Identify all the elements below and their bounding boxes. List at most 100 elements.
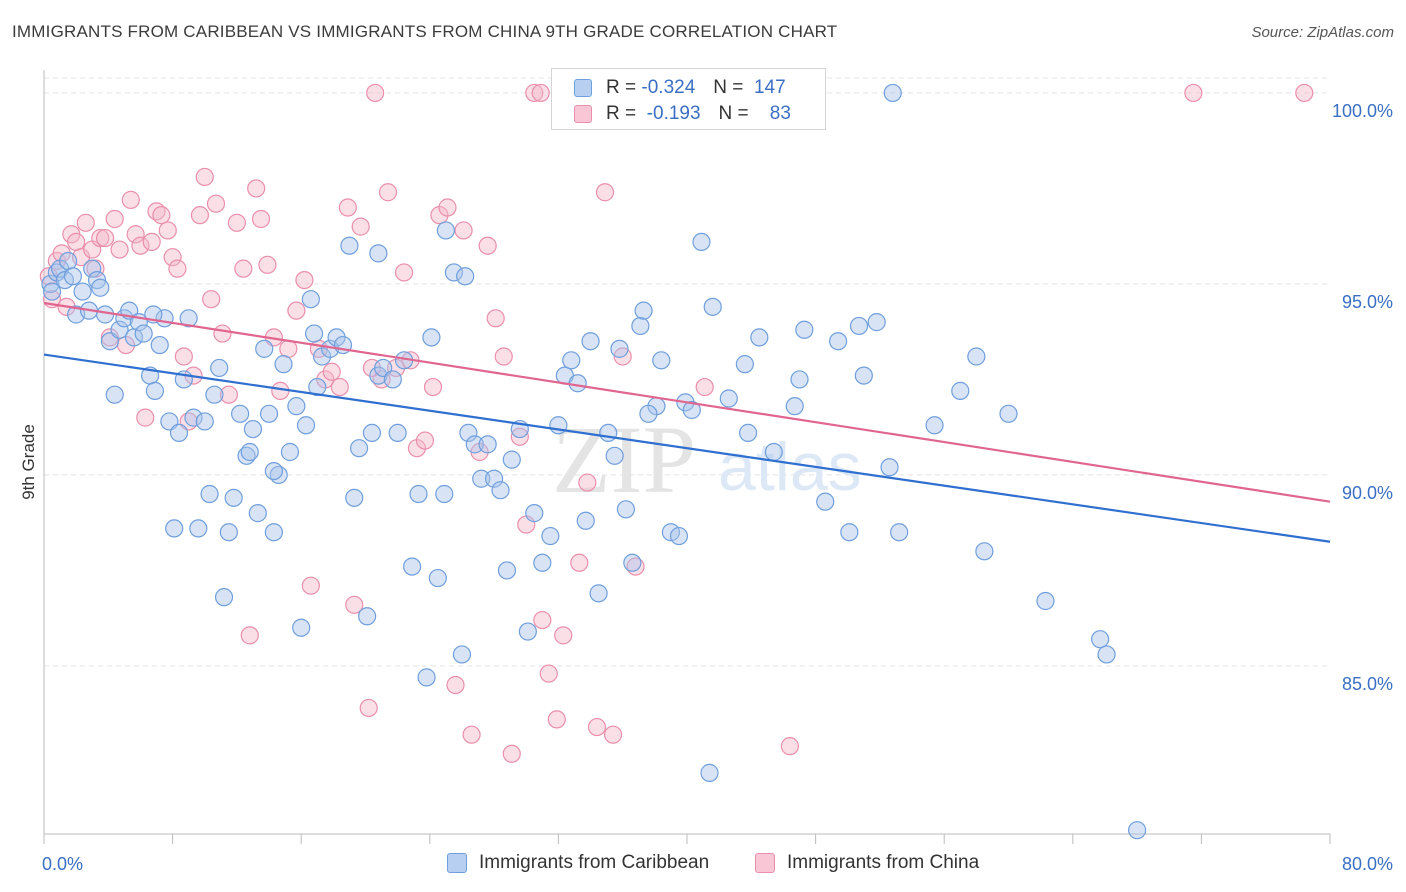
r-value-caribbean: -0.324 [641, 77, 696, 98]
caribbean-point [224, 488, 243, 507]
caribbean-point [219, 523, 238, 542]
caribbean-point [880, 458, 899, 477]
caribbean-point [383, 370, 402, 389]
china-point [126, 225, 145, 244]
caribbean-point [890, 523, 909, 542]
caribbean-point [1036, 591, 1055, 611]
china-point [533, 610, 552, 630]
china-point [780, 737, 799, 756]
caribbean-point [581, 332, 600, 351]
legend-swatch-china [755, 853, 775, 873]
china-point [462, 725, 481, 744]
n-value-caribbean: 147 [753, 77, 786, 98]
china-point [121, 190, 140, 209]
china-point [258, 255, 277, 274]
caribbean-point [738, 423, 758, 442]
caribbean-point [63, 267, 83, 286]
china-point [415, 431, 435, 450]
caribbean-point [280, 442, 300, 462]
y-tick-label: 100.0% [1332, 101, 1393, 121]
china-point [91, 228, 110, 248]
caribbean-point [200, 484, 219, 504]
china-point [195, 167, 214, 187]
china-point [287, 301, 306, 320]
caribbean-point [205, 385, 224, 404]
stats-legend: R = -0.324 N = 147 R = -0.193 N = 83 [551, 68, 826, 130]
caribbean-point [576, 511, 595, 530]
china-point [131, 236, 150, 255]
china-point [110, 240, 129, 259]
caribbean-point [417, 668, 436, 687]
caribbean-point [274, 355, 293, 374]
china-point [168, 259, 187, 278]
caribbean-point [150, 335, 169, 355]
caribbean-point [925, 416, 944, 435]
caribbean-point [975, 542, 994, 561]
watermark: ZIP atlas [552, 406, 862, 513]
caribbean-point [422, 328, 441, 347]
caribbean-point [867, 313, 886, 332]
caribbean-point [91, 278, 110, 297]
caribbean-point [616, 500, 636, 519]
x-tick-label: 0.0% [42, 854, 83, 874]
caribbean-point [623, 553, 642, 572]
china-point [330, 377, 349, 397]
caribbean-point [999, 404, 1018, 423]
caribbean-point [849, 316, 869, 336]
caribbean-point [287, 397, 306, 416]
china-point [247, 179, 266, 198]
caribbean-point [669, 526, 689, 546]
caribbean-point [840, 523, 859, 542]
china-point [510, 427, 529, 446]
caribbean-point [231, 404, 250, 423]
caribbean-point [195, 412, 214, 431]
caribbean-point [562, 351, 581, 370]
caribbean-point [110, 320, 129, 339]
caribbean-point [210, 358, 229, 378]
caribbean-point [533, 553, 552, 572]
caribbean-point [243, 419, 263, 439]
china-point [213, 324, 232, 343]
china-point [52, 244, 71, 263]
caribbean-point [829, 332, 848, 351]
caribbean-point [951, 381, 970, 400]
caribbean-point [59, 251, 78, 271]
caribbean-point [340, 236, 359, 255]
y-tick-label: 95.0% [1342, 292, 1393, 312]
stats-row-china: R = -0.193 N = 83 [574, 100, 791, 128]
caribbean-point [1097, 645, 1116, 664]
china-point [438, 198, 457, 217]
caribbean-point [790, 370, 809, 389]
china-point [378, 183, 398, 202]
x-tick-label: 80.0% [1342, 854, 1393, 874]
china-point [454, 221, 473, 240]
caribbean-trend-line [43, 353, 1331, 543]
caribbean-point [785, 397, 804, 416]
caribbean-point [292, 618, 311, 637]
china-point [234, 259, 253, 278]
china-point [695, 377, 714, 397]
china-point [394, 263, 414, 282]
caribbean-point [692, 232, 711, 251]
caribbean-point [403, 557, 422, 576]
gridlines [44, 77, 1330, 667]
legend-item-caribbean: Immigrants from Caribbean [447, 852, 709, 874]
caribbean-point [967, 347, 986, 366]
caribbean-point [169, 423, 189, 442]
china-point [446, 675, 465, 695]
china-point [587, 717, 607, 737]
caribbean-point [42, 282, 62, 301]
caribbean-point [703, 297, 722, 316]
china-point [531, 83, 550, 103]
caribbean-point [165, 519, 184, 538]
caribbean-point [518, 622, 537, 641]
y-tick-label: 90.0% [1342, 483, 1393, 503]
caribbean-point [1091, 630, 1110, 649]
china-point [227, 213, 246, 232]
china-point [158, 221, 177, 240]
caribbean-point [816, 492, 835, 511]
caribbean-point [719, 389, 738, 408]
caribbean-point [631, 316, 650, 336]
china-point [578, 473, 597, 492]
caribbean-point [502, 450, 521, 469]
